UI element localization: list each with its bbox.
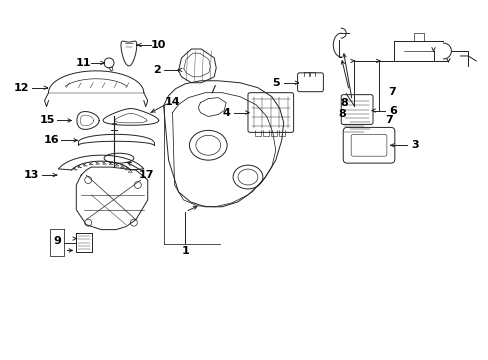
Text: 8: 8 <box>340 98 347 108</box>
Text: 5: 5 <box>271 78 279 88</box>
Text: 7: 7 <box>387 87 395 97</box>
Text: 1: 1 <box>181 247 189 256</box>
Text: 8: 8 <box>338 108 346 118</box>
Text: 16: 16 <box>43 135 59 145</box>
Text: 9: 9 <box>53 235 61 246</box>
Text: 17: 17 <box>139 170 154 180</box>
Text: 12: 12 <box>14 83 29 93</box>
Text: 4: 4 <box>222 108 230 117</box>
Text: 3: 3 <box>410 140 418 150</box>
Text: 2: 2 <box>152 65 160 75</box>
Text: 14: 14 <box>164 96 180 107</box>
Text: 11: 11 <box>75 58 91 68</box>
Text: 10: 10 <box>151 40 166 50</box>
Text: 7: 7 <box>384 116 392 126</box>
Text: 15: 15 <box>40 116 55 126</box>
Text: 6: 6 <box>388 105 396 116</box>
Text: 13: 13 <box>24 170 39 180</box>
